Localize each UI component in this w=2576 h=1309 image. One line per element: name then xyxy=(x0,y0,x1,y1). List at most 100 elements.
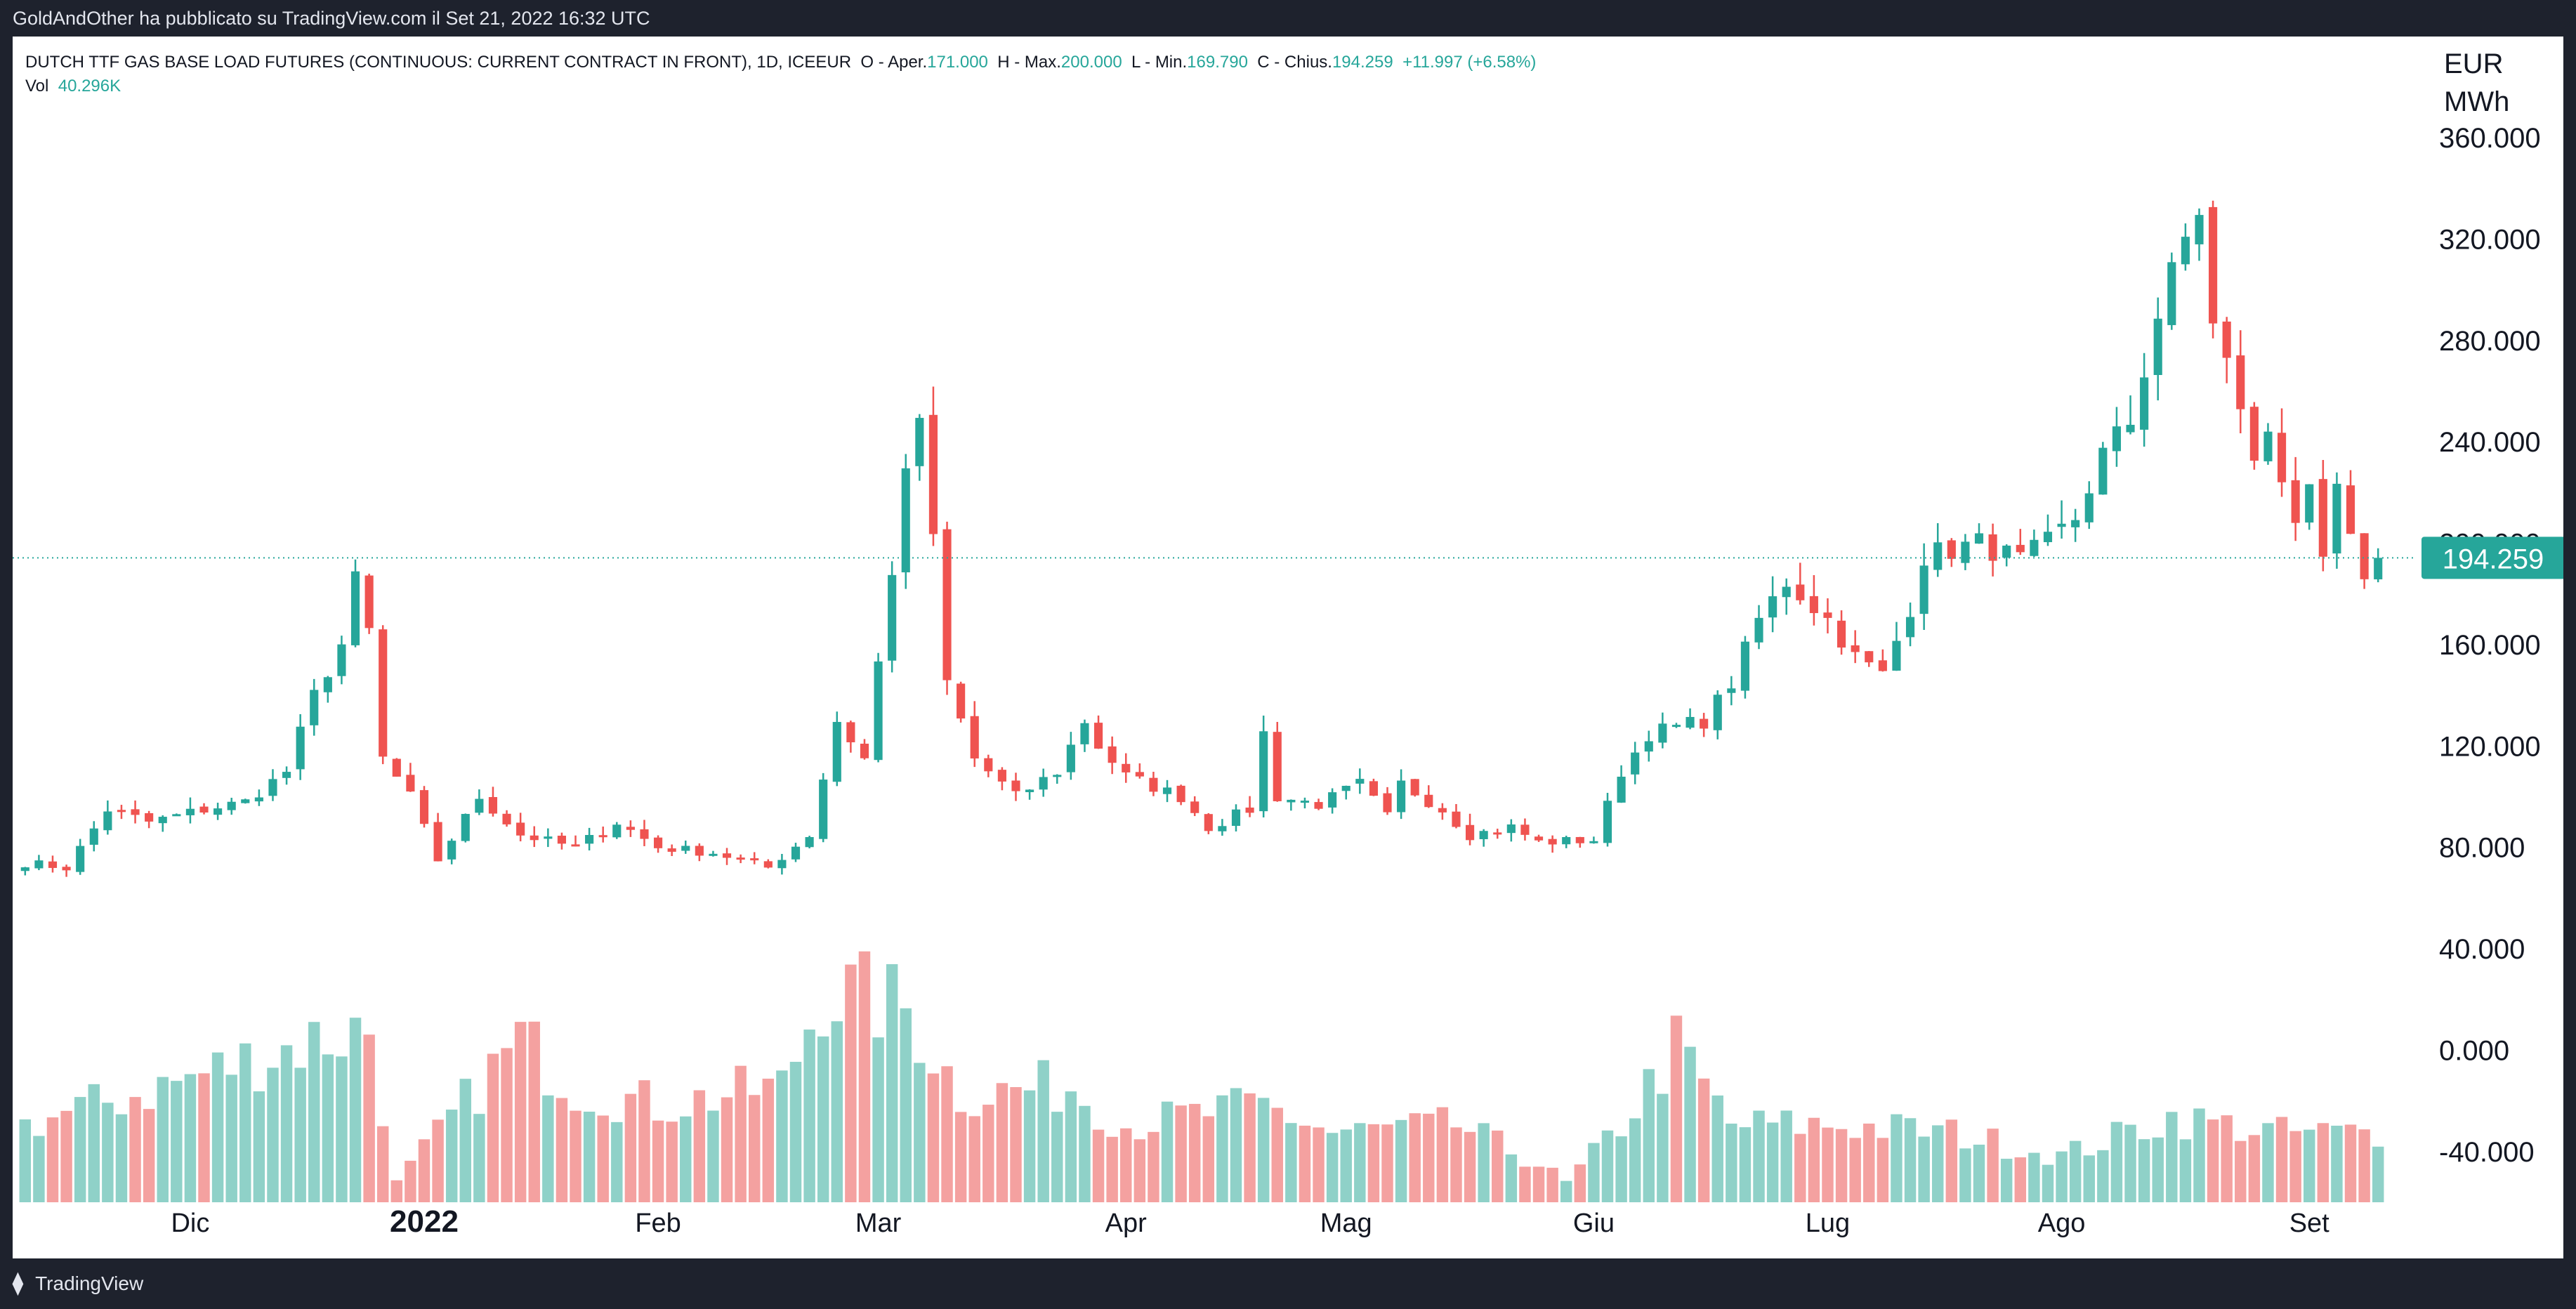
volume-bar xyxy=(1560,1180,1572,1202)
volume-bar xyxy=(583,1112,596,1202)
volume-bar xyxy=(1753,1110,1765,1202)
volume-bar xyxy=(46,1117,59,1202)
volume-bar xyxy=(1931,1125,1944,1202)
symbol-title: DUTCH TTF GAS BASE LOAD FUTURES (CONTINU… xyxy=(25,53,852,72)
candle-body xyxy=(488,796,498,814)
volume-bar xyxy=(803,1030,815,1202)
volume-bar xyxy=(473,1114,485,1202)
volume-bar xyxy=(1299,1125,1311,1202)
volume-bar xyxy=(1120,1128,1132,1202)
volume-bar xyxy=(597,1115,609,1202)
volume-bar xyxy=(514,1022,527,1202)
price-chart[interactable]: -40.000 0.000 40.000 80.000 120.000 160.000 20… xyxy=(13,37,2563,1258)
candle-body xyxy=(1796,584,1805,600)
volume-bar xyxy=(2262,1123,2274,1202)
volume-bar xyxy=(102,1103,114,1202)
candle-body xyxy=(1122,763,1131,772)
x-tick-label: Dic xyxy=(171,1209,209,1238)
volume-bar xyxy=(1244,1093,1256,1202)
volume-bar xyxy=(33,1136,45,1202)
candle-body xyxy=(1355,779,1365,784)
candle-body xyxy=(957,683,966,719)
candle-body xyxy=(1562,837,1571,845)
volume-bar xyxy=(1849,1138,1861,1202)
candle-body xyxy=(2374,558,2383,579)
volume-bar xyxy=(2152,1137,2164,1202)
volume-bar xyxy=(1697,1078,1710,1202)
candle-body xyxy=(832,722,841,782)
candle-body xyxy=(984,758,993,772)
candle-body xyxy=(530,835,539,841)
candle-body xyxy=(1438,808,1447,813)
volume-bar xyxy=(941,1066,953,1202)
candle-body xyxy=(2167,262,2176,325)
volume-bar xyxy=(1794,1133,1806,1202)
candle-body xyxy=(1176,785,1185,803)
volume-bar xyxy=(900,1008,912,1202)
volume-bar xyxy=(1092,1129,1105,1202)
volume-bar xyxy=(1106,1136,1118,1202)
volume-bar xyxy=(1574,1164,1586,1202)
volume-bar xyxy=(2014,1157,2027,1202)
volume-bar xyxy=(74,1097,86,1202)
candle-body xyxy=(282,772,291,778)
y-tick-label: 280.000 xyxy=(2439,326,2541,357)
volume-bar xyxy=(886,963,898,1202)
volume-bar xyxy=(1780,1110,1792,1202)
chart-panel[interactable]: -40.000 0.000 40.000 80.000 120.000 160.000 20… xyxy=(13,37,2563,1258)
volume-bar xyxy=(776,1070,788,1202)
candle-body xyxy=(915,418,924,466)
volume-bar xyxy=(1519,1166,1531,1202)
candle-body xyxy=(310,690,319,725)
volume-bar xyxy=(1216,1095,1228,1202)
volume-bar xyxy=(1739,1127,1752,1202)
candle-body xyxy=(1589,841,1598,843)
candle-body xyxy=(1383,793,1392,813)
candle-body xyxy=(1479,831,1488,839)
candle-body xyxy=(874,661,883,761)
volume-bar xyxy=(445,1110,458,1202)
volume-legend-row: Vol 40.296K xyxy=(25,74,1536,98)
candle-body xyxy=(2346,485,2355,534)
open-value: 171.000 xyxy=(927,53,988,72)
candle-body xyxy=(2043,532,2053,543)
candle-body xyxy=(296,726,305,770)
volume-bar xyxy=(2097,1150,2109,1202)
x-tick-label: Lug xyxy=(1806,1209,1850,1238)
y-tick-label: 240.000 xyxy=(2439,427,2541,458)
candle-body xyxy=(172,814,181,817)
volume-bar xyxy=(2124,1124,2136,1202)
volume-value: 40.296K xyxy=(58,77,121,96)
candle-body xyxy=(1548,838,1557,845)
candle-body xyxy=(2263,431,2273,461)
candle-body xyxy=(158,817,167,824)
candle-body xyxy=(1452,811,1461,827)
candle-body xyxy=(970,716,979,759)
candle-body xyxy=(1988,534,1997,561)
candle-body xyxy=(2126,424,2135,433)
candle-body xyxy=(1919,565,1928,614)
volume-bar xyxy=(748,1095,761,1202)
volume-bar xyxy=(336,1056,348,1202)
candle-body xyxy=(791,846,801,860)
candle-body xyxy=(516,822,525,836)
volume-bar xyxy=(1987,1129,1999,1202)
volume-bar xyxy=(1670,1015,1683,1202)
candle-body xyxy=(1644,741,1653,752)
candle-body xyxy=(2098,447,2108,495)
volume-bar xyxy=(1354,1123,1366,1202)
candle-body xyxy=(1397,780,1406,813)
candle-body xyxy=(1603,801,1612,843)
volume-bar xyxy=(1532,1166,1545,1202)
x-tick-label: Ago xyxy=(2038,1209,2086,1238)
candle-body xyxy=(2332,483,2341,554)
candle-body xyxy=(1865,651,1874,663)
brand-label[interactable]: TradingView xyxy=(35,1272,144,1294)
volume-bar xyxy=(721,1097,733,1202)
volume-bar xyxy=(2304,1129,2315,1202)
volume-bar xyxy=(2028,1152,2040,1202)
volume-bar xyxy=(2000,1159,2013,1202)
candle-body xyxy=(213,808,223,815)
volume-bar xyxy=(1877,1138,1889,1202)
x-tick-label: Giu xyxy=(1573,1209,1615,1238)
